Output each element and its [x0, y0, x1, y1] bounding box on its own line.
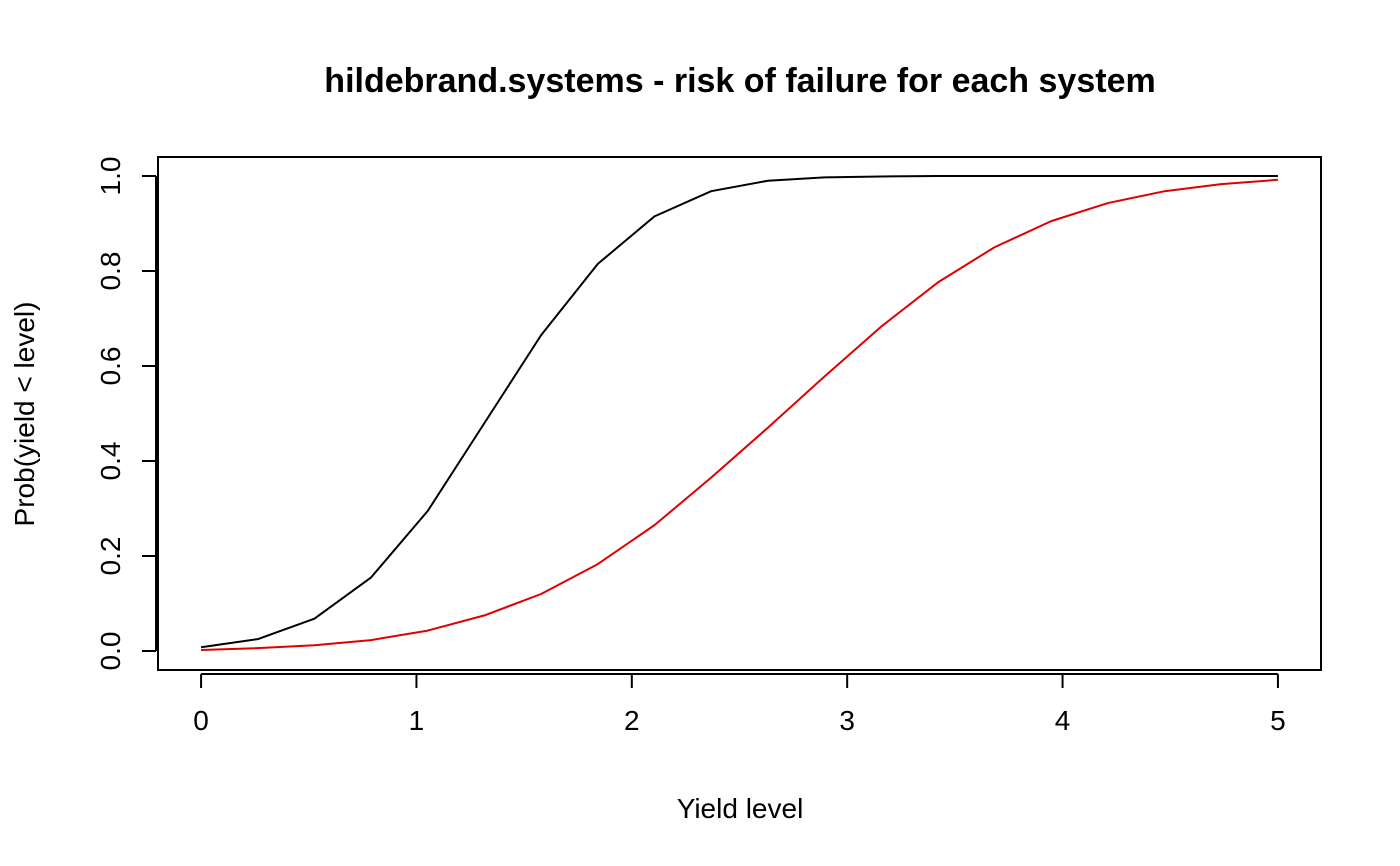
series-line-2 — [201, 178, 1279, 652]
series-group — [200, 175, 1279, 652]
y-tick-label: 0.8 — [95, 252, 126, 291]
x-tick-label: 2 — [624, 705, 640, 736]
x-axis: 0 1 2 3 4 5 — [193, 673, 1286, 736]
y-axis: 0.0 0.2 0.4 0.6 0.8 1.0 — [95, 157, 157, 671]
y-tick-label: 0.4 — [95, 442, 126, 481]
x-tick-label: 4 — [1055, 705, 1071, 736]
y-tick-label: 1.0 — [95, 157, 126, 196]
y-tick-label: 0.6 — [95, 347, 126, 386]
x-tick-label: 0 — [193, 705, 209, 736]
y-tick-label: 0.0 — [95, 632, 126, 671]
series-line-1 — [200, 175, 1278, 649]
y-tick-label: 0.2 — [95, 537, 126, 576]
chart-title: hildebrand.systems - risk of failure for… — [324, 62, 1155, 100]
x-tick-label: 3 — [839, 705, 855, 736]
plot-frame — [157, 156, 1322, 671]
y-axis-label: Prob(yield < level) — [9, 302, 40, 527]
x-tick-label: 1 — [409, 705, 425, 736]
x-axis-label: Yield level — [677, 793, 804, 824]
x-tick-label: 5 — [1270, 705, 1286, 736]
